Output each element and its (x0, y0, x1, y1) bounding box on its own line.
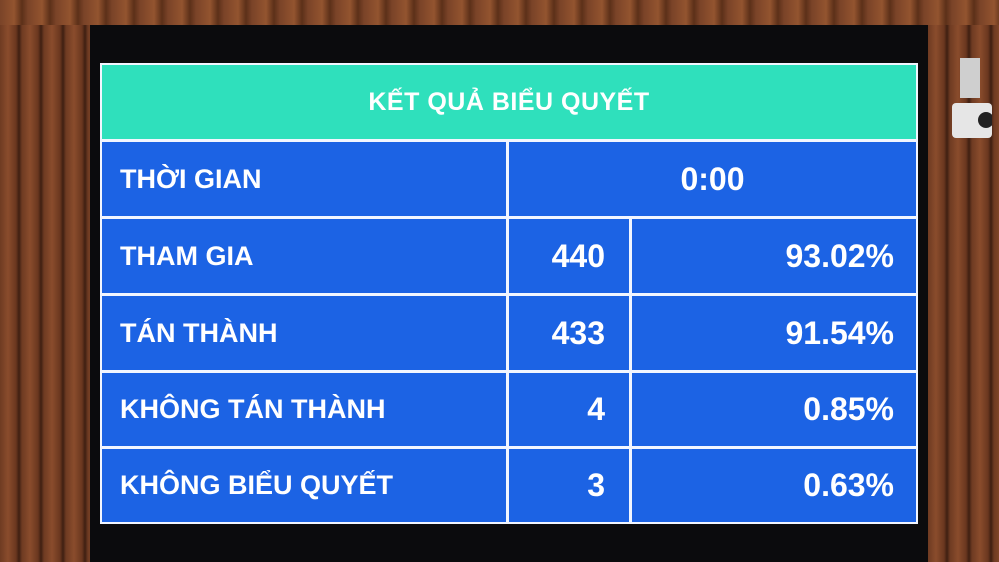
vote-result-board: KẾT QUẢ BIỂU QUYẾT THỜI GIAN 0:00 THAM G… (100, 63, 918, 524)
row-percent-approve: 91.54% (632, 296, 916, 370)
row-label-abstain: KHÔNG BIỂU QUYẾT (102, 449, 506, 522)
board-title: KẾT QUẢ BIỂU QUYẾT (102, 65, 916, 139)
wood-panel-left (0, 25, 90, 562)
row-label-participating: THAM GIA (102, 219, 506, 293)
row-percent-abstain: 0.63% (632, 449, 916, 522)
row-count-approve: 433 (509, 296, 629, 370)
wood-panel-top (0, 0, 999, 25)
time-value: 0:00 (509, 142, 916, 216)
row-percent-participating: 93.02% (632, 219, 916, 293)
row-label-disapprove: KHÔNG TÁN THÀNH (102, 373, 506, 446)
row-percent-disapprove: 0.85% (632, 373, 916, 446)
row-count-participating: 440 (509, 219, 629, 293)
row-count-abstain: 3 (509, 449, 629, 522)
time-label: THỜI GIAN (102, 142, 506, 216)
camera-icon (952, 58, 994, 148)
row-count-disapprove: 4 (509, 373, 629, 446)
row-label-approve: TÁN THÀNH (102, 296, 506, 370)
